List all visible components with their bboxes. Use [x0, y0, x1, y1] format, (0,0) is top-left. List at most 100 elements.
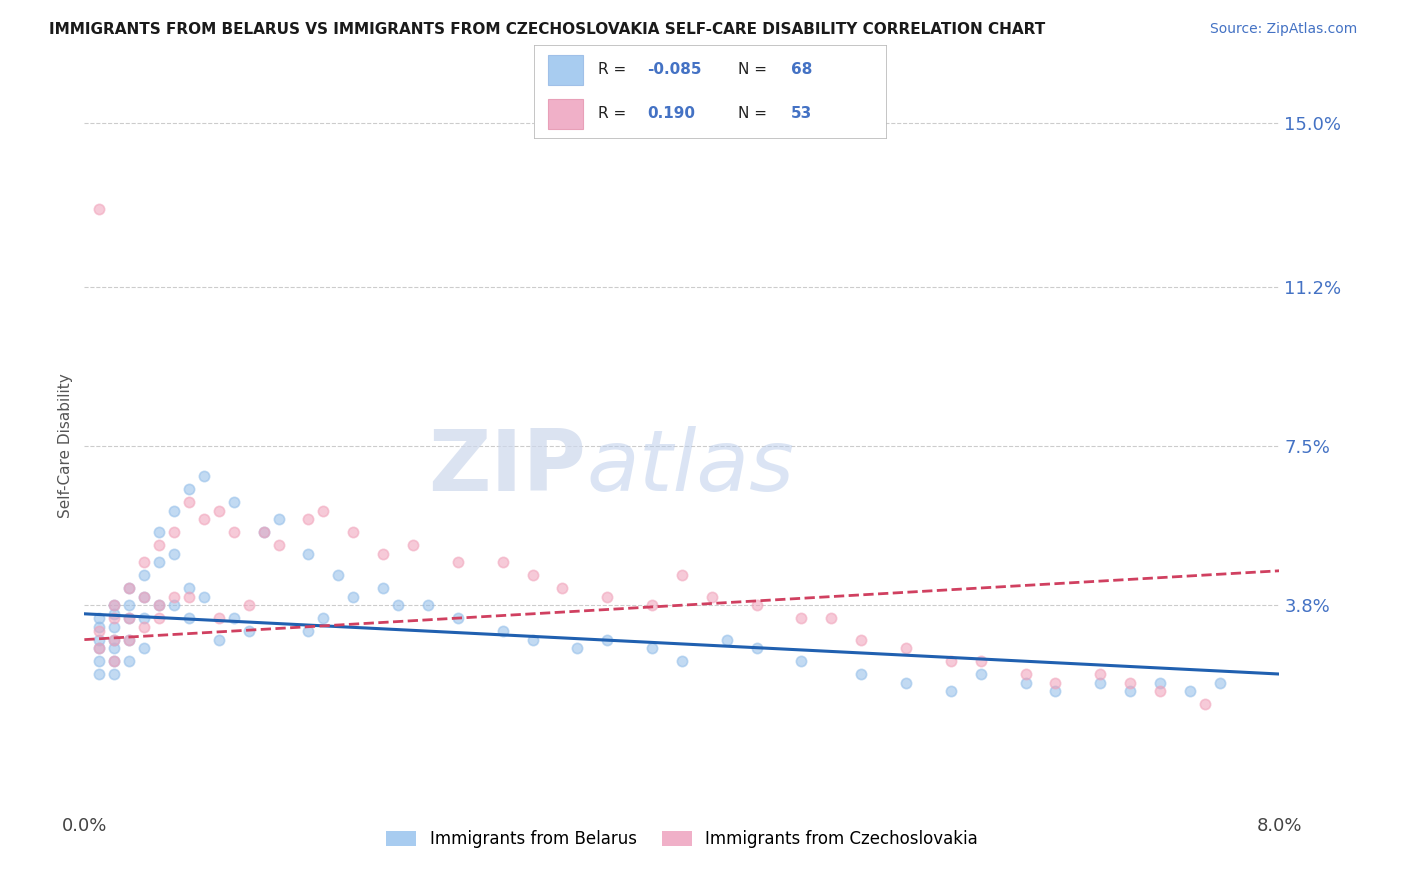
- Text: N =: N =: [738, 62, 768, 78]
- Point: [163, 598, 186, 612]
- Point: [671, 568, 693, 582]
- Point: [297, 547, 319, 561]
- Point: [89, 641, 111, 656]
- Point: [103, 607, 125, 621]
- Point: [522, 632, 544, 647]
- Bar: [548, 55, 583, 85]
- Point: [492, 555, 515, 569]
- Point: [939, 654, 962, 668]
- Point: [1045, 675, 1067, 690]
- Point: [267, 538, 290, 552]
- Text: ZIP: ZIP: [429, 426, 586, 509]
- Text: IMMIGRANTS FROM BELARUS VS IMMIGRANTS FROM CZECHOSLOVAKIA SELF-CARE DISABILITY C: IMMIGRANTS FROM BELARUS VS IMMIGRANTS FR…: [49, 22, 1046, 37]
- Point: [641, 598, 664, 612]
- Point: [222, 524, 245, 539]
- Point: [148, 555, 170, 569]
- Point: [373, 581, 395, 595]
- Point: [118, 581, 141, 595]
- Point: [103, 632, 125, 647]
- Point: [1194, 697, 1216, 711]
- Point: [790, 654, 813, 668]
- Point: [851, 632, 873, 647]
- Point: [132, 620, 156, 634]
- Text: R =: R =: [598, 106, 626, 121]
- Point: [193, 512, 215, 526]
- Point: [118, 581, 141, 595]
- Legend: Immigrants from Belarus, Immigrants from Czechoslovakia: Immigrants from Belarus, Immigrants from…: [380, 823, 984, 855]
- Point: [716, 632, 738, 647]
- Point: [1045, 684, 1067, 698]
- Point: [222, 611, 245, 625]
- Point: [1149, 684, 1171, 698]
- Point: [148, 598, 170, 612]
- Point: [177, 495, 200, 509]
- Point: [700, 590, 723, 604]
- Point: [193, 590, 215, 604]
- Point: [163, 503, 186, 517]
- Point: [253, 524, 276, 539]
- Point: [89, 611, 111, 625]
- Text: 68: 68: [790, 62, 813, 78]
- Point: [328, 568, 350, 582]
- Point: [132, 555, 156, 569]
- Point: [297, 624, 319, 638]
- Point: [89, 202, 111, 217]
- Point: [89, 624, 111, 638]
- Point: [745, 598, 768, 612]
- Point: [820, 611, 842, 625]
- Point: [148, 524, 170, 539]
- Text: Source: ZipAtlas.com: Source: ZipAtlas.com: [1209, 22, 1357, 37]
- Point: [1149, 675, 1171, 690]
- Point: [567, 641, 589, 656]
- Point: [118, 611, 141, 625]
- Point: [103, 620, 125, 634]
- Point: [132, 568, 156, 582]
- Point: [89, 641, 111, 656]
- Point: [163, 547, 186, 561]
- Point: [671, 654, 693, 668]
- Point: [89, 654, 111, 668]
- Point: [118, 611, 141, 625]
- Point: [939, 684, 962, 698]
- Point: [132, 590, 156, 604]
- Point: [416, 598, 439, 612]
- Text: -0.085: -0.085: [647, 62, 702, 78]
- Point: [447, 611, 470, 625]
- Point: [222, 495, 245, 509]
- Point: [253, 524, 276, 539]
- Point: [148, 611, 170, 625]
- Point: [894, 641, 917, 656]
- Point: [177, 590, 200, 604]
- Point: [103, 654, 125, 668]
- Point: [103, 611, 125, 625]
- Text: R =: R =: [598, 62, 626, 78]
- Point: [177, 581, 200, 595]
- Point: [312, 611, 335, 625]
- Point: [193, 469, 215, 483]
- Text: N =: N =: [738, 106, 768, 121]
- Point: [745, 641, 768, 656]
- Point: [1119, 684, 1142, 698]
- Point: [1090, 675, 1112, 690]
- Point: [1014, 675, 1036, 690]
- Point: [342, 524, 364, 539]
- Text: 53: 53: [790, 106, 813, 121]
- Point: [1014, 667, 1036, 681]
- Point: [1119, 675, 1142, 690]
- Point: [238, 624, 260, 638]
- Point: [1090, 667, 1112, 681]
- Point: [89, 632, 111, 647]
- Point: [238, 598, 260, 612]
- Point: [297, 512, 319, 526]
- Point: [118, 598, 141, 612]
- Point: [177, 611, 200, 625]
- Point: [208, 611, 231, 625]
- Text: atlas: atlas: [586, 426, 794, 509]
- Text: 0.190: 0.190: [647, 106, 695, 121]
- Point: [342, 590, 364, 604]
- Point: [970, 654, 993, 668]
- Point: [103, 598, 125, 612]
- Point: [894, 675, 917, 690]
- Bar: [548, 99, 583, 129]
- Point: [118, 632, 141, 647]
